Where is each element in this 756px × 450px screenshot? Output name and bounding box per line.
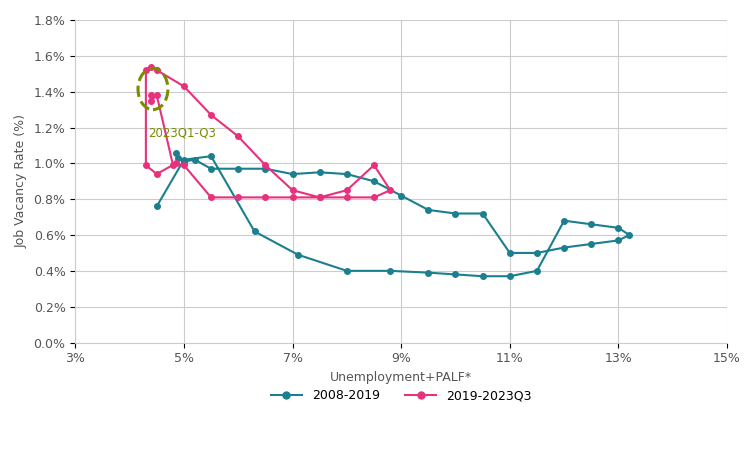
Text: 2023Q1-Q3: 2023Q1-Q3 [149, 126, 216, 140]
X-axis label: Unemployment+PALF*: Unemployment+PALF* [330, 371, 472, 384]
Y-axis label: Job Vacancy Rate (%): Job Vacancy Rate (%) [15, 114, 28, 248]
Legend: 2008-2019, 2019-2023Q3: 2008-2019, 2019-2023Q3 [265, 384, 537, 407]
